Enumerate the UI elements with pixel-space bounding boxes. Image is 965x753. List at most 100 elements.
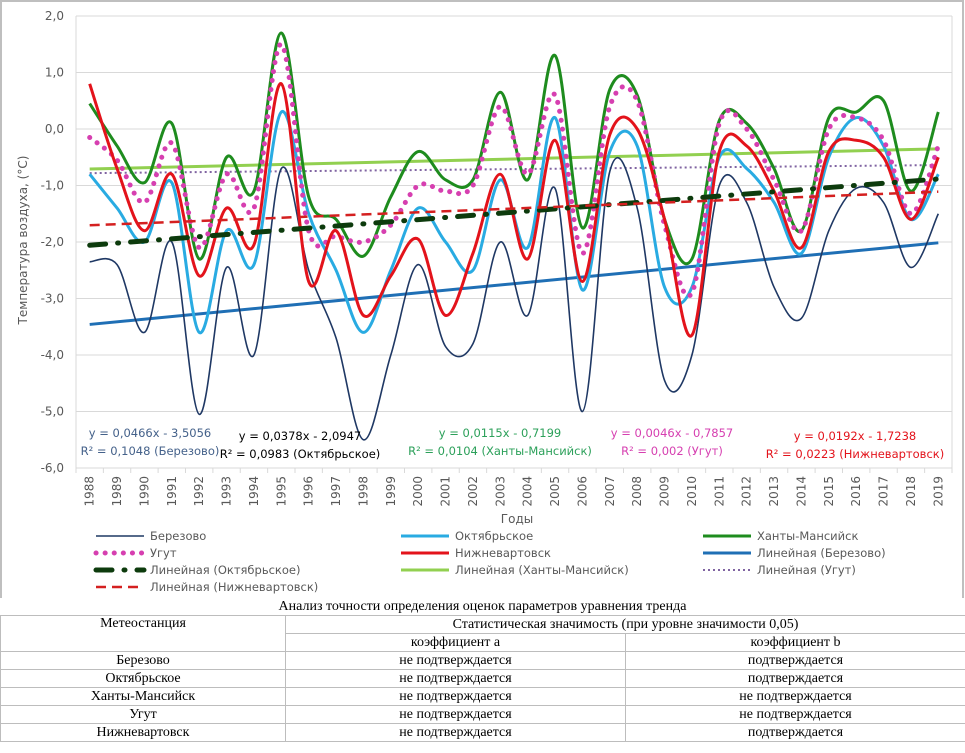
cell-b: не подтверждается: [624, 705, 965, 724]
x-tick-label: 2015: [822, 476, 836, 507]
legend-label: Линейная (Октябрьское): [150, 563, 300, 577]
series-line-4: [87, 41, 941, 299]
series-line-5: [88, 82, 940, 338]
x-tick-label: 2014: [794, 476, 808, 507]
cell-station: Угут: [0, 705, 286, 724]
legend-item: Линейная (Березово): [703, 546, 886, 560]
x-tick-label: 1995: [274, 476, 288, 507]
header-coef-a: коэффициент a: [285, 633, 626, 652]
legend-item: Угут: [93, 546, 177, 560]
table-row: Октябрьское не подтверждается подтверждает…: [0, 669, 965, 688]
x-tick-label: 2011: [712, 476, 726, 507]
y-tick-label: -3,0: [41, 292, 64, 306]
cell-station: Нижневартовск: [0, 723, 286, 742]
x-tick-label: 2003: [493, 476, 507, 507]
legend-label: Ханты-Мансийск: [757, 529, 858, 543]
trend-significance-table: Анализ точности определения оценок парам…: [0, 598, 965, 742]
legend-item: Линейная (Ханты-Мансийск): [401, 563, 629, 577]
y-tick-label: -5,0: [41, 405, 64, 419]
y-axis-label: Температура воздуха, (°С): [16, 156, 30, 326]
x-tick-label: 2016: [849, 476, 863, 507]
table-row: Березово не подтверждается подтверждается: [0, 651, 965, 670]
trend-equation: y = 0,0046x - 0,7857: [611, 426, 734, 440]
x-tick-label: 1993: [220, 476, 234, 507]
x-tick-label: 2001: [439, 476, 453, 507]
x-tick-label: 1994: [247, 476, 261, 507]
cell-b: не подтверждается: [624, 687, 965, 706]
trend-r-squared: R² = 0,0104 (Ханты-Мансийск): [408, 444, 592, 458]
legend-label: Линейная (Угут): [757, 563, 856, 577]
legend-label: Угут: [150, 546, 177, 560]
legend-label: Октябрьское: [455, 529, 533, 543]
legend-item: Березово: [96, 529, 206, 543]
cell-station: Октябрьское: [0, 669, 286, 688]
x-tick-label: 2010: [685, 476, 699, 507]
legend-label: Линейная (Березово): [757, 546, 886, 560]
trend-r-squared: R² = 0,0223 (Нижневартовск): [766, 447, 944, 461]
cell-a: не подтверждается: [285, 723, 626, 742]
header-significance: Статистическая значимость (при уровне зн…: [284, 615, 965, 634]
x-tick-label: 2000: [411, 476, 425, 507]
trendline-3: [89, 147, 939, 171]
legend-item: Нижневартовск: [401, 546, 551, 560]
cell-b: подтверждается: [624, 651, 965, 670]
legend-label: Линейная (Ханты-Мансийск): [455, 563, 629, 577]
legend-label: Линейная (Нижневартовск): [150, 580, 318, 594]
x-tick-label: 2019: [931, 476, 945, 507]
legend-label: Нижневартовск: [455, 546, 551, 560]
x-tick-label: 1991: [165, 476, 179, 507]
table-row: Угут не подтверждается не подтверждается: [0, 705, 965, 724]
y-tick-label: -1,0: [41, 179, 64, 193]
legend-item: Линейная (Угут): [703, 563, 856, 577]
x-tick-label: 1992: [192, 476, 206, 507]
trend-equation: y = 0,0466x - 3,5056: [89, 426, 212, 440]
trendline-2: [87, 176, 941, 248]
table-row: Нижневартовск не подтверждается подтвержда…: [0, 723, 965, 742]
x-tick-label: 2012: [740, 476, 754, 507]
x-tick-label: 2007: [603, 476, 617, 507]
trendline-5: [89, 190, 939, 227]
y-tick-label: -2,0: [41, 235, 64, 249]
trend-equation: y = 0,0192x - 1,7238: [794, 429, 917, 443]
table-caption: Анализ точности определения оценок парам…: [278, 599, 687, 614]
cell-b: подтверждается: [624, 723, 965, 742]
x-tick-label: 2018: [904, 476, 918, 507]
cell-a: не подтверждается: [285, 705, 626, 724]
y-tick-label: 0,0: [45, 122, 64, 136]
x-axis-label: Годы: [501, 512, 533, 526]
cell-station: Березово: [0, 651, 286, 670]
y-tick-label: 1,0: [45, 66, 64, 80]
cell-a: не подтверждается: [285, 687, 626, 706]
x-tick-label: 1990: [137, 476, 151, 507]
x-tick-label: 1999: [384, 476, 398, 507]
x-tick-label: 1997: [329, 476, 343, 507]
legend-label: Березово: [150, 529, 206, 543]
x-tick-label: 2013: [767, 476, 781, 507]
x-tick-label: 1989: [110, 476, 124, 507]
x-tick-label: 2002: [466, 476, 480, 507]
cell-a: не подтверждается: [285, 651, 626, 670]
x-tick-label: 1988: [83, 476, 97, 507]
trendline-4: [89, 164, 939, 175]
cell-b: подтверждается: [624, 669, 965, 688]
x-tick-label: 1998: [356, 476, 370, 507]
x-tick-label: 2006: [575, 476, 589, 507]
y-tick-label: 2,0: [45, 9, 64, 23]
x-tick-label: 2008: [630, 476, 644, 507]
y-tick-label: -4,0: [41, 348, 64, 362]
legend-item: Ханты-Мансийск: [703, 529, 858, 543]
x-tick-label: 2009: [658, 476, 672, 507]
cell-station: Ханты-Мансийск: [0, 687, 286, 706]
x-tick-label: 2005: [548, 476, 562, 507]
temperature-chart: 2,0 1,0 0,0 -1,0 -2,0 -3,0 -4,0 -5,0 -6,0 1988 19…: [0, 0, 964, 598]
legend-item: Линейная (Октябрьское): [93, 563, 300, 577]
trend-equation: y = 0,0115x - 0,7199: [439, 426, 562, 440]
trend-r-squared: R² = 0,002 (Угут): [621, 444, 723, 458]
trend-r-squared: R² = 0,0983 (Октябрьское): [220, 447, 381, 461]
trend-r-squared: R² = 0,1048 (Березово): [81, 444, 220, 458]
table-row: Ханты-Мансийск не подтверждается не подтве…: [0, 687, 965, 706]
chart-border: [0, 0, 964, 598]
header-coef-b: коэффициент b: [624, 633, 965, 652]
trend-equation: y = 0,0378x - 2,0947: [239, 429, 362, 443]
x-tick-label: 1996: [302, 476, 316, 507]
